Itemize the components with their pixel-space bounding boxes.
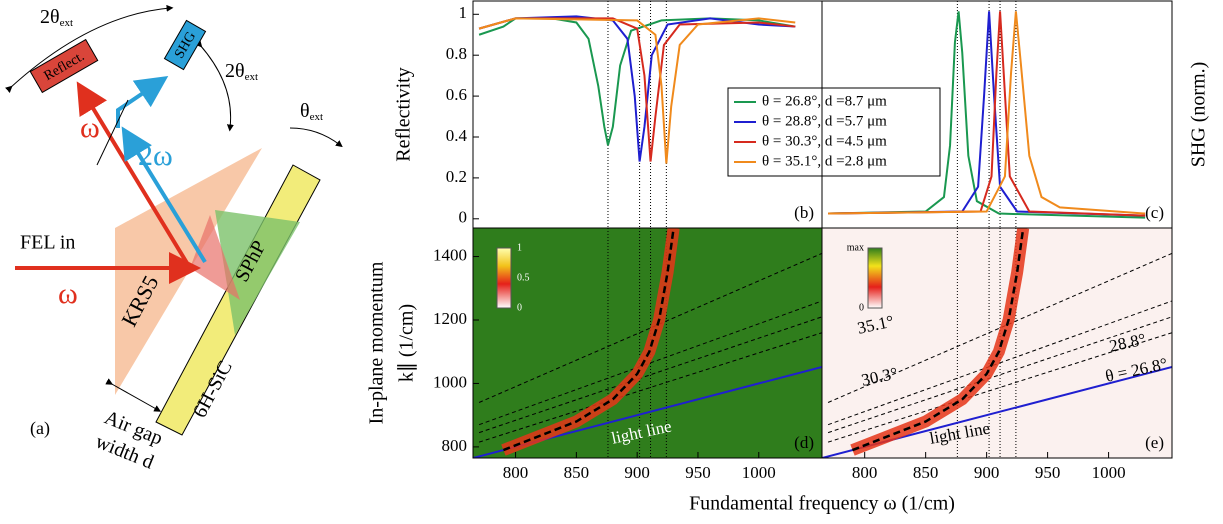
y-tick-label: 0.2 (446, 167, 467, 186)
beam-shg-out (116, 76, 169, 128)
omega-label: ω (58, 277, 78, 310)
legend-label: θ = 26.8°, d =8.7 μm (762, 93, 887, 109)
colorbar-label: 1 (517, 242, 522, 253)
y-axis-label: Reflectivity (393, 67, 415, 161)
x-tick-label: 1000 (742, 463, 776, 482)
legend (727, 87, 941, 177)
y-tick-label: 0.4 (446, 126, 468, 145)
series-line (478, 252, 822, 403)
y-tick-label: 1 (459, 3, 468, 22)
series-line (478, 300, 822, 426)
panel-label: (d) (794, 433, 814, 452)
series-line (828, 11, 1146, 217)
beam-reflect (76, 81, 192, 270)
x-tick-label: 900 (624, 463, 650, 482)
colorbar-label: 0 (859, 302, 864, 313)
colorbar-label: max (847, 242, 864, 253)
panel-label: (e) (1145, 433, 1164, 452)
panel: 0 0.2 0.4 0.6 0.8 1 (b) Reflectivity θ = 26.8°, … (393, 0, 941, 229)
y-tick-label: 0.8 (446, 44, 467, 63)
y-tick-label: 1400 (433, 245, 467, 264)
angle-sub: ext (310, 111, 323, 123)
y-tick-label: 800 (442, 436, 468, 455)
legend-label: θ = 35.1°, d =2.8 μm (762, 153, 887, 169)
y-axis-label: SHG (norm.) (1188, 62, 1210, 168)
y-tick-label: 1200 (433, 309, 467, 328)
series-line (502, 228, 675, 452)
x-tick-label: 850 (564, 463, 590, 482)
plot-area (473, 228, 822, 458)
arc (289, 127, 343, 148)
sphp-region (215, 210, 300, 335)
panel: 800 850 900 950 1000(e)max035.1°30.3°28.8°θ … (821, 227, 1173, 482)
legend-label: θ = 28.8°, d =5.7 μm (762, 113, 887, 129)
colorbar (496, 247, 512, 309)
x-tick-label: 1000 (1092, 463, 1126, 482)
x-tick-label: 950 (1035, 463, 1061, 482)
angle-sub: ext (60, 17, 73, 29)
angle-main: θ (300, 100, 310, 122)
angle-label: 2θext (225, 60, 258, 83)
series-line (478, 17, 796, 164)
panel-label: (a) (30, 418, 50, 439)
plot-area (478, 1, 796, 228)
panel-label: (b) (794, 203, 814, 222)
shg-box: SHG (163, 19, 207, 71)
x-tick-label: 800 (503, 463, 529, 482)
series-line (852, 228, 1025, 452)
angle-label: θext (300, 100, 323, 123)
x-tick-label: 900 (974, 463, 1000, 482)
reflect-box: Reflect. (29, 38, 99, 94)
colorbar-label: 0.5 (517, 272, 530, 283)
angle-main: 2θ (225, 60, 245, 82)
y-axis-label: k∥ (1/cm) (396, 304, 418, 382)
two-omega-label: 2ω (138, 139, 173, 172)
angle-main: 2θ (40, 6, 60, 28)
gap-arrow (105, 378, 162, 412)
x-tick-label: 800 (852, 463, 878, 482)
series-line (827, 300, 1172, 426)
panel: (c) SHG (norm.) (821, 0, 1210, 229)
series-line (828, 11, 1146, 215)
series-line (828, 11, 1146, 217)
plot-area (828, 1, 1146, 228)
x-axis-label: Fundamental frequency ω (1/cm) (689, 493, 955, 515)
plot-area (822, 228, 1172, 458)
colorbar-label: 0 (517, 302, 522, 313)
panel-label: (c) (1145, 203, 1164, 222)
arc (195, 40, 234, 132)
beam-shg (121, 126, 207, 264)
y-tick-label: 0.6 (446, 85, 467, 104)
series-line (827, 316, 1172, 434)
series-line (828, 11, 1146, 219)
arc (5, 4, 174, 93)
series-line (478, 316, 822, 434)
y-tick-label: 0 (459, 208, 468, 227)
series-line (478, 332, 822, 443)
y-axis-label: In-plane momentum (366, 261, 388, 424)
mirror (96, 99, 129, 166)
omega-label: ω (80, 111, 100, 144)
y-tick-label: 1000 (433, 372, 467, 391)
legend-label: θ = 30.3°, d =4.5 μm (762, 133, 887, 149)
x-tick-label: 950 (685, 463, 711, 482)
panel: 800 1000 1200 1400 800 850 900 950 1000 (d) In-pla… (366, 227, 823, 482)
focus (190, 215, 240, 300)
x-tick-label: 850 (913, 463, 939, 482)
angle-label: 2θext (40, 6, 73, 29)
series-line (478, 15, 796, 162)
diagram: Reflect. SHG 2θext 2θext θext ω 2ω FEL i… (5, 4, 343, 474)
angle-sub: ext (245, 71, 258, 83)
fel-label: FEL in (20, 232, 75, 254)
frame (821, 227, 1173, 459)
colorbar (867, 247, 883, 309)
